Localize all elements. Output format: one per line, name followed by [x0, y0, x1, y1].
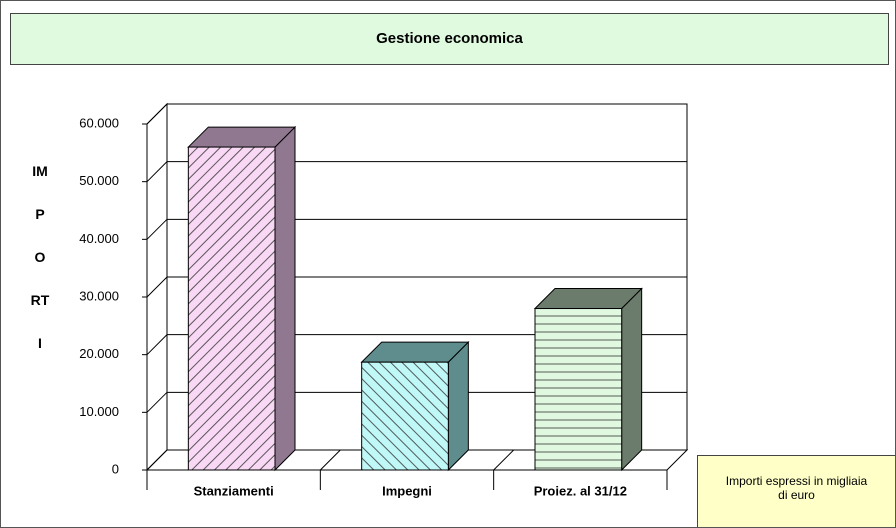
bar: [533, 287, 643, 472]
y-tick-label: 20.000: [79, 346, 119, 361]
y-tick-label: 50.000: [79, 173, 119, 188]
grid-line: [146, 276, 687, 298]
floor-divider: [493, 449, 515, 471]
bar-side: [621, 287, 643, 472]
bar-side: [274, 125, 296, 472]
y-tick-label: 40.000: [79, 231, 119, 246]
chart-title: Gestione economica: [10, 13, 889, 65]
y-tick-label: 30.000: [79, 288, 119, 303]
note: Importi espressi in migliaia di euro: [697, 455, 896, 528]
y-tick-label: 0: [112, 461, 119, 476]
grid-line: [146, 161, 687, 183]
bar-front: [187, 146, 276, 471]
grid-line: [146, 334, 687, 356]
y-tick-label: 60.000: [79, 115, 119, 130]
x-tick-label: Proiez. al 31/12: [534, 483, 627, 498]
grid-line: [146, 103, 687, 125]
x-tick-label: Stanziamenti: [194, 483, 274, 498]
bar: [187, 125, 297, 472]
y-axis-label: IMPORTI: [30, 163, 50, 351]
floor-divider: [319, 449, 341, 471]
bar-front: [361, 361, 449, 471]
bar-side: [447, 340, 469, 472]
bar: [360, 340, 470, 472]
grid-line: [146, 391, 687, 413]
y-tick-label: 10.000: [79, 404, 119, 419]
grid-line: [146, 218, 687, 240]
bar-front: [534, 308, 623, 471]
x-tick-label: Impegni: [382, 483, 432, 498]
